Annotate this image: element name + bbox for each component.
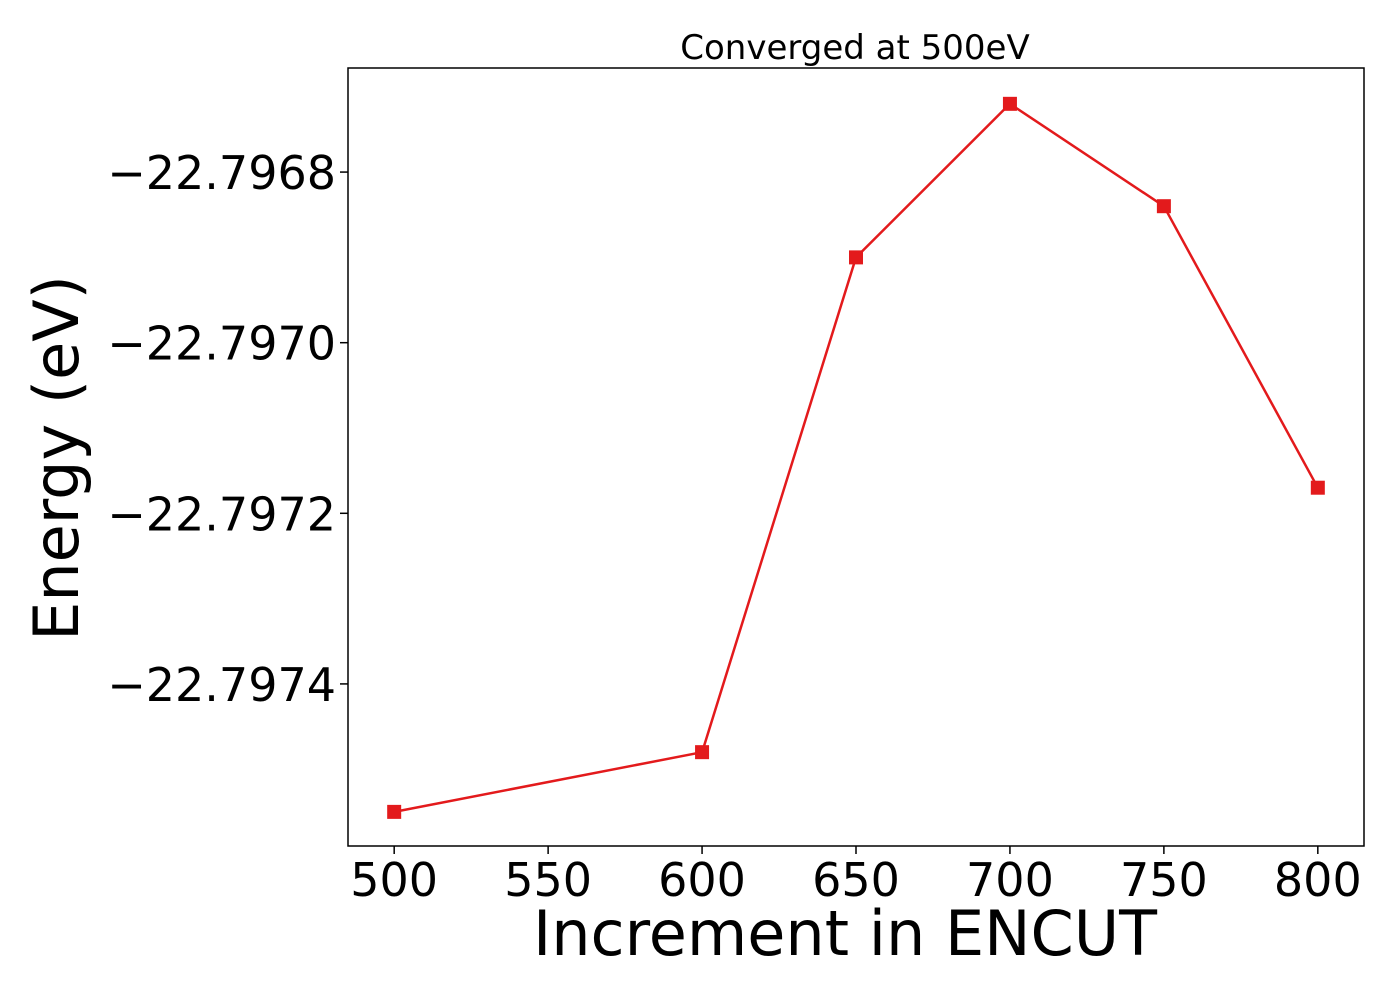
x-tick-label: 750: [1120, 853, 1208, 907]
plot-area-frame: [347, 67, 1365, 847]
data-point-marker: [849, 250, 863, 265]
chart-title: Converged at 500eV: [680, 28, 1029, 68]
x-tick-label: 700: [966, 853, 1054, 907]
x-axis-ticks: 500 550 600 650 700 750 800: [350, 846, 1362, 907]
x-tick-label: 550: [504, 853, 592, 907]
x-tick-label: 600: [658, 853, 746, 907]
x-tick-label: 800: [1274, 853, 1362, 907]
data-point-marker: [387, 804, 402, 819]
x-tick-label: 650: [812, 853, 900, 907]
data-point-marker: [1156, 199, 1171, 214]
series-line: [393, 102, 1319, 814]
series-layer: [387, 96, 1325, 819]
y-tick-label: −22.7974: [107, 658, 336, 712]
y-axis-label: Energy (eV): [20, 275, 93, 641]
x-tick-label: 500: [350, 853, 438, 907]
y-axis-ticks: −22.7974 −22.7972 −22.7970 −22.7968: [107, 146, 348, 712]
x-axis-label: Increment in ENCUT: [533, 897, 1158, 970]
y-tick-label: −22.7968: [107, 146, 336, 200]
data-point-marker: [1310, 480, 1325, 495]
data-point-marker: [1002, 96, 1017, 111]
data-point-marker: [695, 745, 710, 760]
y-tick-label: −22.7970: [107, 317, 336, 371]
y-tick-label: −22.7972: [107, 487, 336, 541]
